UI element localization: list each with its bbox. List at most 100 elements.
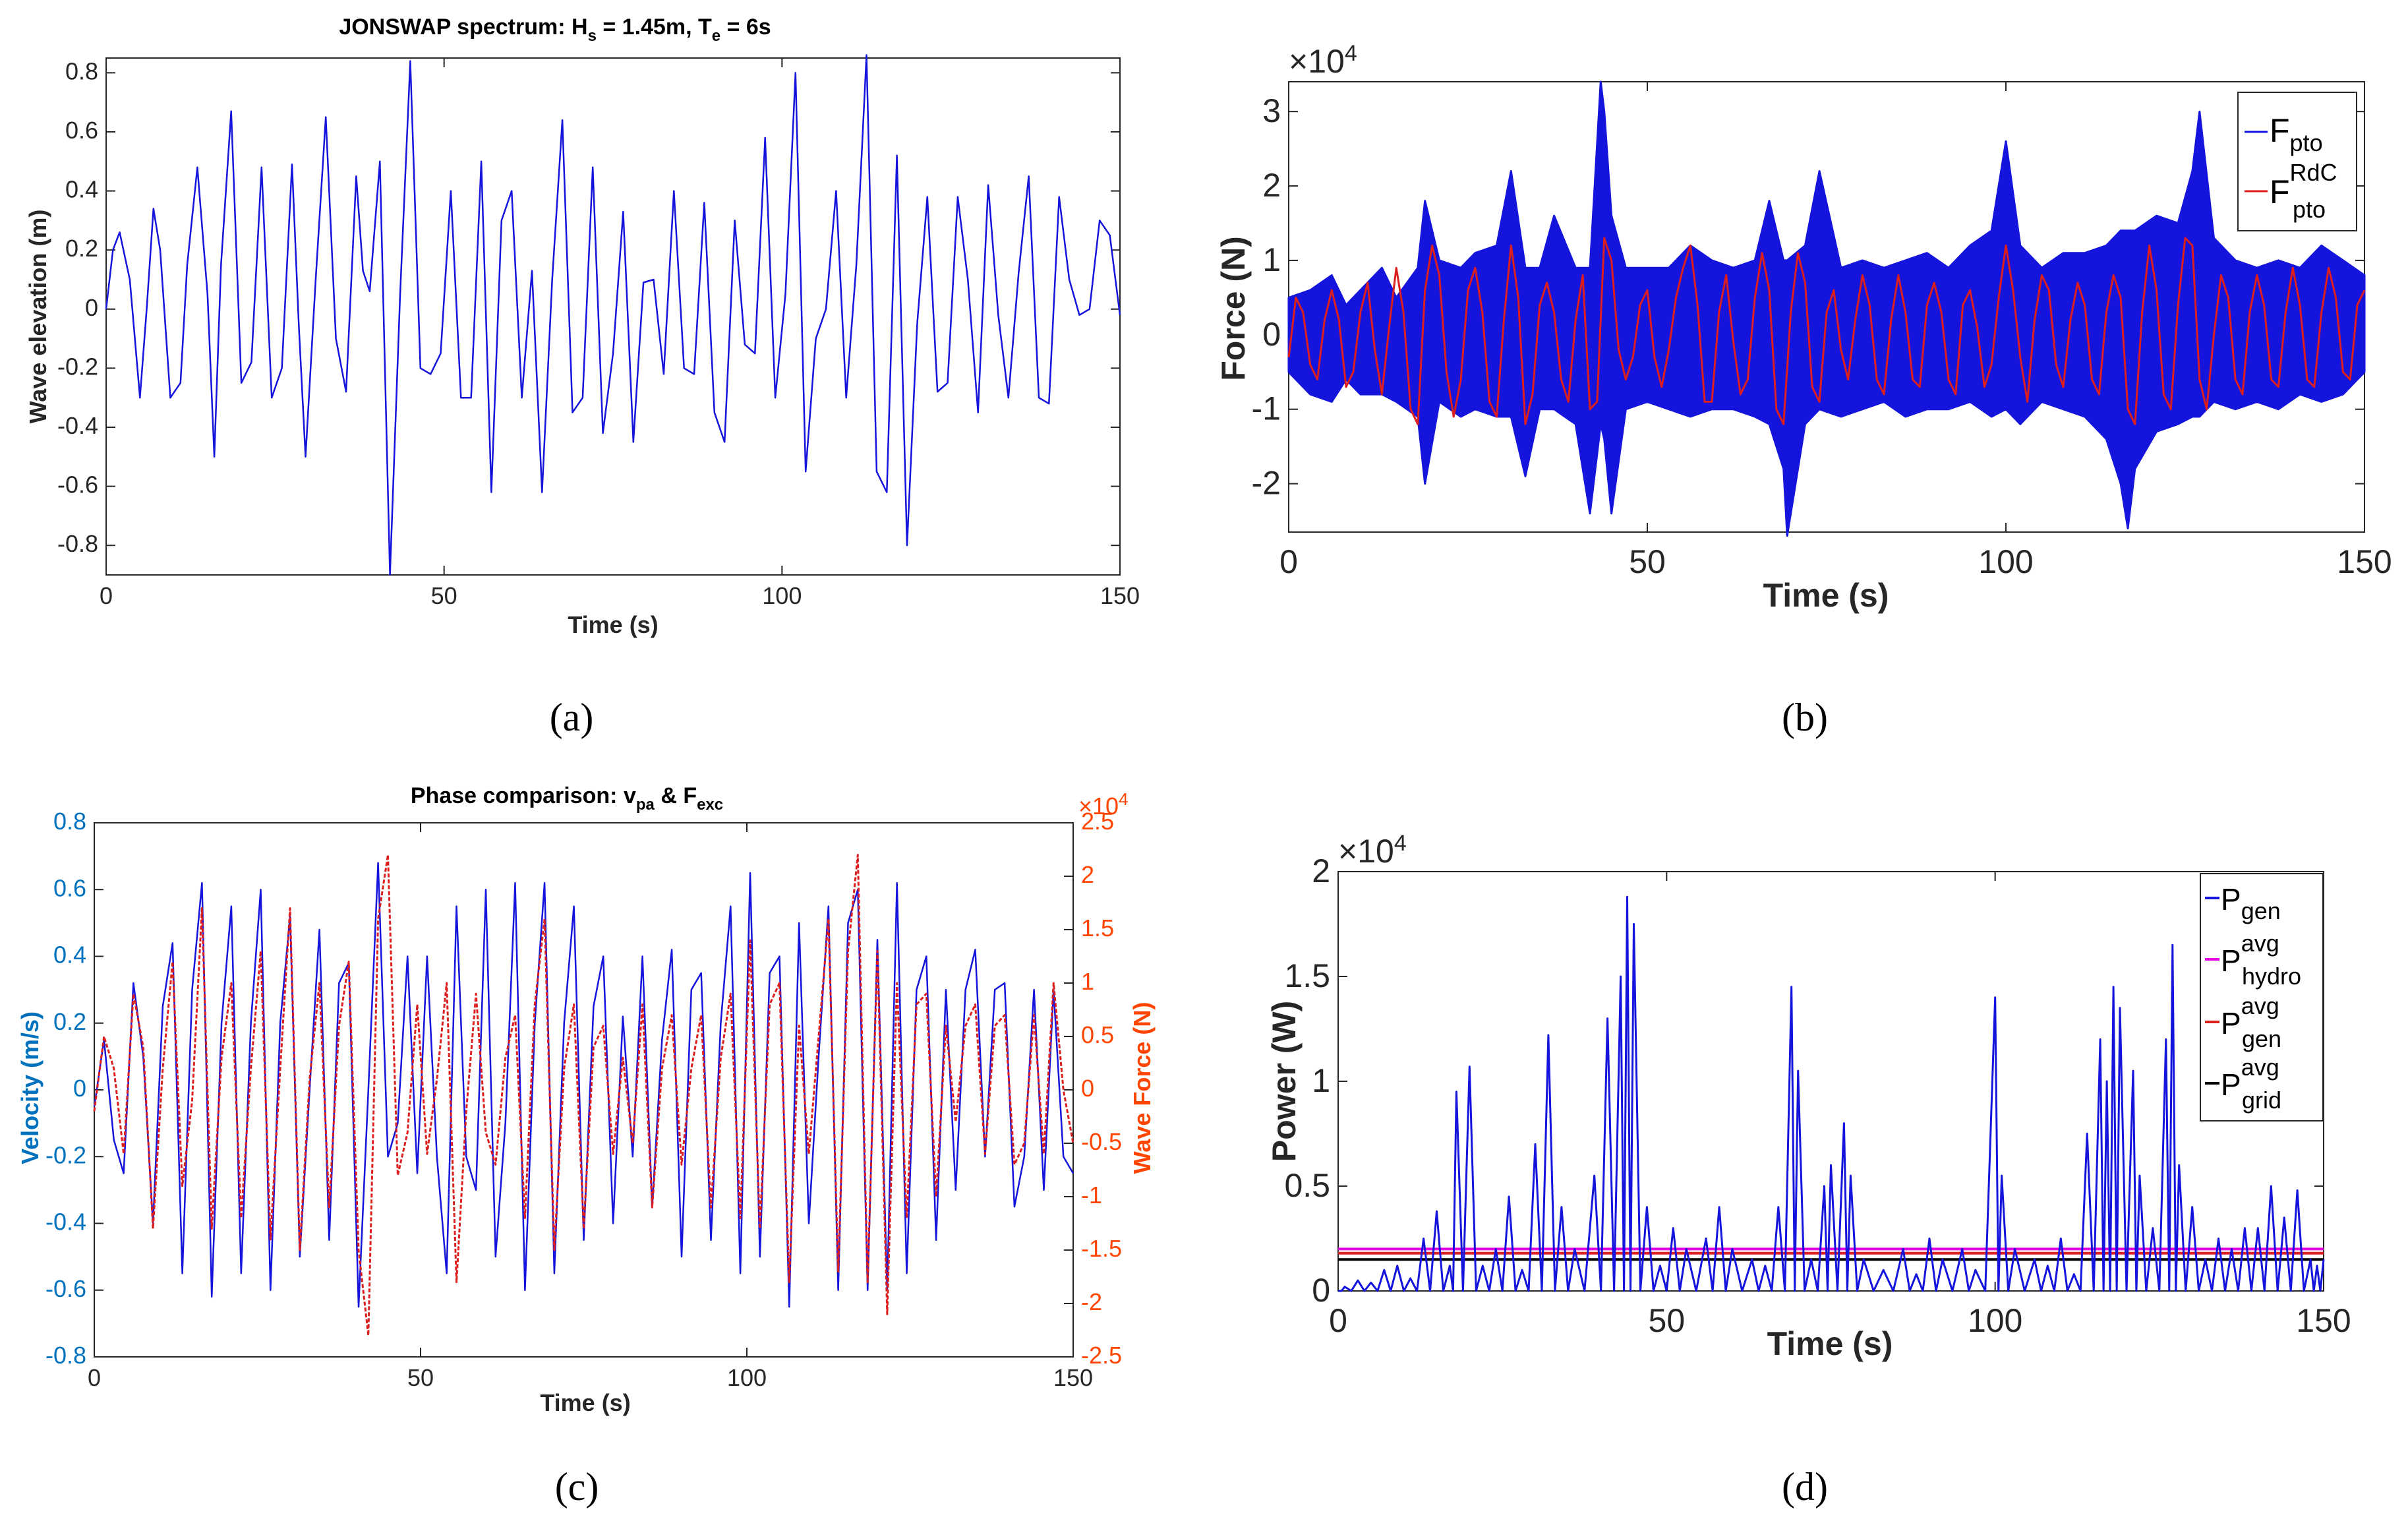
y2tick-label: -2.5 (1081, 1342, 1122, 1369)
ytick-label: 0 (1262, 316, 1281, 353)
panel-d-pgen-line (1338, 895, 2325, 1292)
panel-b-fpto-band (1287, 80, 2366, 537)
panel-c-velocity-line (93, 862, 1074, 1308)
panel-d-multiplier: ×104 (1338, 831, 1407, 870)
ytick-label: 1.5 (1284, 957, 1330, 994)
ytick-label: -0.2 (57, 353, 98, 380)
ytick-label: -0.4 (45, 1209, 86, 1236)
legend-item-pgen: Pgen (2221, 882, 2281, 924)
ytick-label: 0.4 (53, 942, 86, 969)
y2tick-label: -2 (1081, 1288, 1102, 1315)
legend-item-hydro: Pavg hydro (2221, 930, 2301, 990)
ytick-label: -0.2 (45, 1141, 86, 1168)
y2tick-label: -1.5 (1081, 1235, 1122, 1262)
caption-d: (d) (1782, 1465, 1828, 1509)
panel-d-xticks: 0 50 100 150 (1329, 872, 2351, 1339)
ytick-label: 0 (1312, 1272, 1330, 1309)
ytick-label: 0.8 (65, 57, 98, 84)
y2tick-label: 2 (1081, 861, 1094, 888)
panel-b-ylabel: Force (N) (1215, 236, 1252, 380)
y2tick-label: 0 (1081, 1075, 1094, 1102)
panel-c-y2label: Wave Force (N) (1129, 1002, 1156, 1174)
panel-c-title: Phase comparison: vpa & Fexc (411, 783, 723, 814)
ytick-label: 0.2 (65, 235, 98, 262)
xtick-label: 150 (1053, 1364, 1093, 1391)
panel-b-fpto-rdc-line (1287, 237, 2366, 425)
caption-b: (b) (1782, 696, 1828, 739)
panel-d-axes-box (1337, 871, 2324, 1292)
panel-c-ylabel: Velocity (m/s) (16, 1011, 44, 1164)
panel-b-legend-box (2237, 92, 2357, 231)
panel-d-yticks: 0 0.5 1 1.5 2 (1284, 852, 2324, 1309)
caption-a: (a) (550, 696, 594, 739)
panel-b-multiplier: ×104 (1289, 41, 1357, 80)
panel-d-legend: Pgen Pavg hydro Pavg gen Pavg grid (2200, 873, 2324, 1121)
legend-item-gen-avg: Pavg gen (2221, 992, 2281, 1052)
ytick-label: 0.2 (53, 1008, 86, 1035)
ytick-label: 3 (1262, 92, 1281, 129)
panel-c-right-multiplier: ×104 (1078, 789, 1129, 820)
panel-a-title: JONSWAP spectrum: Hs = 1.45m, Te = 6s (339, 15, 771, 45)
panel-a-xticks: 0 50 100 150 (100, 58, 1140, 609)
xtick-label: 150 (2296, 1302, 2351, 1339)
xtick-label: 100 (762, 582, 802, 609)
panel-c-xticks: 0 50 100 150 (88, 823, 1093, 1391)
panel-c-y2ticks: -2.5 -2 -1.5 -1 -0.5 0 0.5 1 1.5 2 2.5 (1064, 808, 1122, 1369)
panel-c-wave-force-line (93, 854, 1074, 1337)
panel-a-wave-elevation-line (105, 54, 1121, 576)
xtick-label: 150 (1100, 582, 1140, 609)
ytick-label: -0.8 (57, 530, 98, 557)
xtick-label: 0 (88, 1364, 101, 1391)
panel-a-ylabel: Wave elevation (m) (24, 210, 51, 424)
ytick-label: 2 (1312, 852, 1330, 889)
ytick-label: -1 (1252, 390, 1281, 427)
legend-item-fpto-rdc: FRdC pto (2270, 159, 2337, 223)
ytick-label: -0.6 (57, 471, 98, 498)
ytick-label: -2 (1252, 465, 1281, 502)
panel-a-yticks: -0.8 -0.6 -0.4 -0.2 0 0.2 0.4 0.6 0.8 (57, 57, 1120, 557)
ytick-label: 1 (1312, 1062, 1330, 1099)
panel-a-axes-box (105, 57, 1121, 576)
panel-a-xlabel: Time (s) (568, 611, 658, 638)
panel-b: ×104 0 50 100 150 -2 -1 0 1 2 3 Fpto FRdC pto Tim… (1215, 41, 2392, 739)
panel-d-ylabel: Power (W) (1266, 1001, 1303, 1162)
y2tick-label: -0.5 (1081, 1128, 1122, 1155)
xtick-label: 100 (1968, 1302, 2022, 1339)
y2tick-label: 0.5 (1081, 1021, 1114, 1048)
xtick-label: 0 (1329, 1302, 1347, 1339)
legend-item-fpto: Fpto (2270, 112, 2323, 156)
xtick-label: 50 (1649, 1302, 1686, 1339)
ytick-label: 1 (1262, 241, 1281, 278)
ytick-label: 0.6 (53, 874, 86, 901)
xtick-label: 100 (727, 1364, 767, 1391)
y2tick-label: 2.5 (1081, 808, 1114, 835)
xtick-label: 50 (1629, 543, 1666, 580)
panel-c: Phase comparison: vpa & Fexc ×104 0 50 100… (16, 783, 1156, 1509)
xtick-label: 50 (407, 1364, 434, 1391)
panel-d-xlabel: Time (s) (1767, 1325, 1893, 1362)
ytick-label: -0.8 (45, 1342, 86, 1369)
panel-c-xlabel: Time (s) (540, 1389, 630, 1416)
panel-b-xticks: 0 50 100 150 (1279, 82, 2392, 580)
panel-d-legend-box (2200, 873, 2324, 1121)
ytick-label: -0.6 (45, 1275, 86, 1302)
panel-b-yticks: -2 -1 0 1 2 3 (1252, 92, 2364, 502)
xtick-label: 150 (2337, 543, 2392, 580)
xtick-label: 50 (431, 582, 457, 609)
panel-a: JONSWAP spectrum: Hs = 1.45m, Te = 6s 0 5… (24, 15, 1140, 739)
xtick-label: 100 (1978, 543, 2033, 580)
y2tick-label: 1.5 (1081, 914, 1114, 942)
panel-c-yticks: -0.8 -0.6 -0.4 -0.2 0 0.2 0.4 0.6 0.8 (45, 808, 103, 1369)
ytick-label: 2 (1262, 167, 1281, 204)
caption-c: (c) (555, 1465, 599, 1509)
panel-c-axes-box (94, 822, 1074, 1358)
ytick-label: 0.8 (53, 808, 86, 835)
ytick-label: 0.5 (1284, 1167, 1330, 1204)
xtick-label: 0 (1279, 543, 1298, 580)
y2tick-label: 1 (1081, 968, 1094, 995)
ytick-label: 0 (85, 294, 98, 321)
ytick-label: 0.4 (65, 176, 98, 203)
xtick-label: 0 (100, 582, 113, 609)
panel-d: ×104 0 50 100 150 0 0.5 1 1.5 2 Pgen Pavg hydro … (1266, 831, 2351, 1509)
